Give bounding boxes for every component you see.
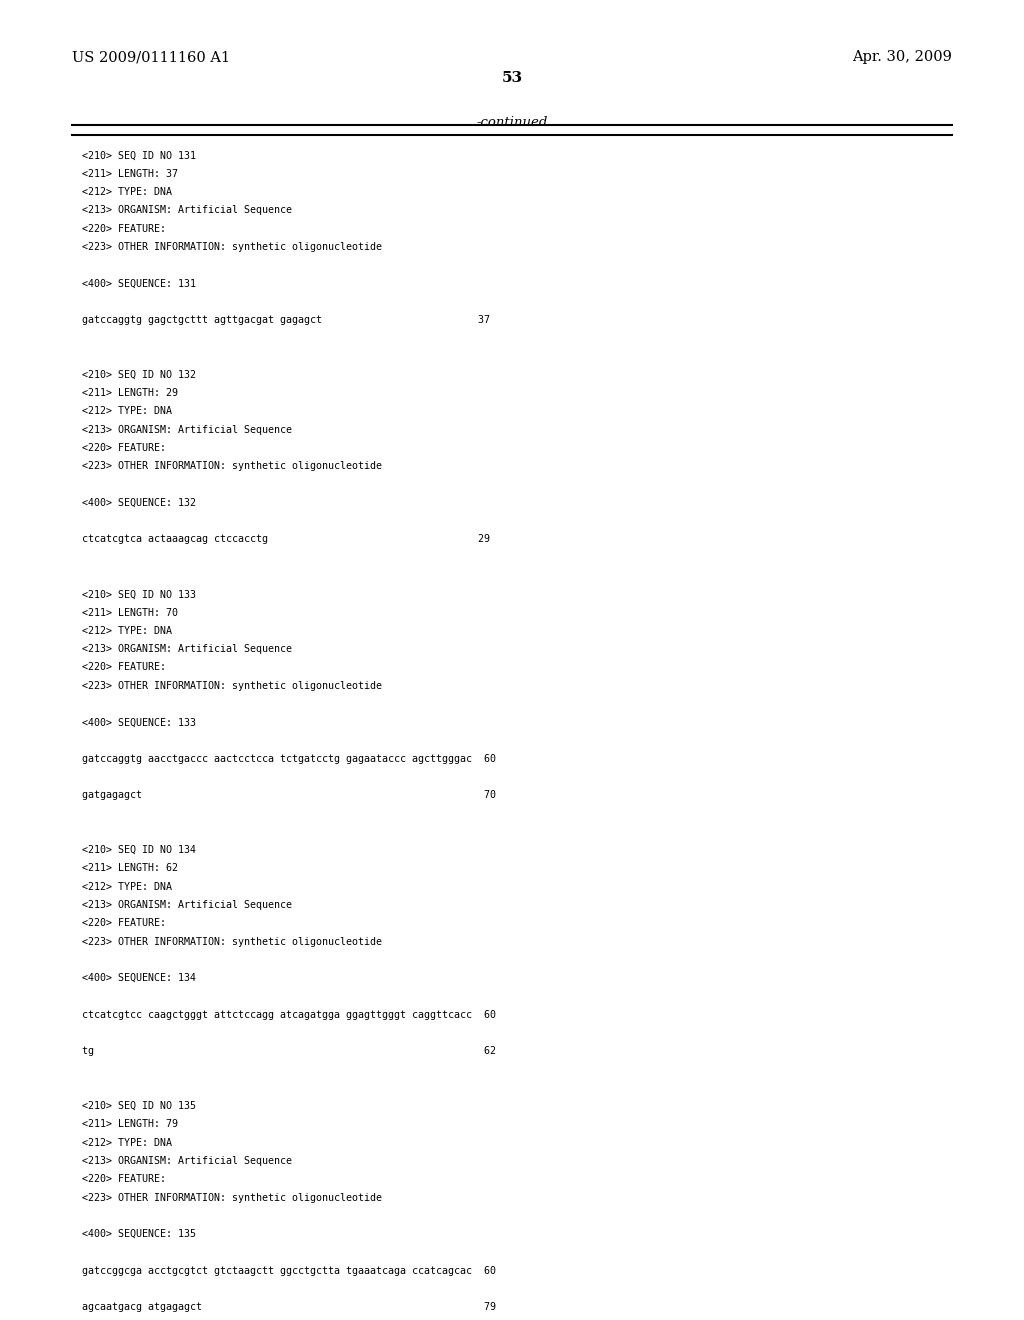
Text: <220> FEATURE:: <220> FEATURE: — [82, 919, 166, 928]
Text: ctcatcgtca actaaagcag ctccacctg                                   29: ctcatcgtca actaaagcag ctccacctg 29 — [82, 535, 489, 544]
Text: <223> OTHER INFORMATION: synthetic oligonucleotide: <223> OTHER INFORMATION: synthetic oligo… — [82, 242, 382, 252]
Text: US 2009/0111160 A1: US 2009/0111160 A1 — [72, 50, 229, 65]
Text: <223> OTHER INFORMATION: synthetic oligonucleotide: <223> OTHER INFORMATION: synthetic oligo… — [82, 1192, 382, 1203]
Text: Apr. 30, 2009: Apr. 30, 2009 — [852, 50, 952, 65]
Text: <400> SEQUENCE: 131: <400> SEQUENCE: 131 — [82, 279, 196, 289]
Text: <400> SEQUENCE: 132: <400> SEQUENCE: 132 — [82, 498, 196, 508]
Text: <210> SEQ ID NO 135: <210> SEQ ID NO 135 — [82, 1101, 196, 1111]
Text: <220> FEATURE:: <220> FEATURE: — [82, 663, 166, 672]
Text: tg                                                                 62: tg 62 — [82, 1047, 496, 1056]
Text: <210> SEQ ID NO 133: <210> SEQ ID NO 133 — [82, 589, 196, 599]
Text: ctcatcgtcc caagctgggt attctccagg atcagatgga ggagttgggt caggttcacc  60: ctcatcgtcc caagctgggt attctccagg atcagat… — [82, 1010, 496, 1020]
Text: <400> SEQUENCE: 135: <400> SEQUENCE: 135 — [82, 1229, 196, 1239]
Text: agcaatgacg atgagagct                                               79: agcaatgacg atgagagct 79 — [82, 1303, 496, 1312]
Text: <223> OTHER INFORMATION: synthetic oligonucleotide: <223> OTHER INFORMATION: synthetic oligo… — [82, 937, 382, 946]
Text: <212> TYPE: DNA: <212> TYPE: DNA — [82, 1138, 172, 1147]
Text: 53: 53 — [502, 71, 522, 86]
Text: <212> TYPE: DNA: <212> TYPE: DNA — [82, 187, 172, 197]
Text: <211> LENGTH: 79: <211> LENGTH: 79 — [82, 1119, 178, 1130]
Text: <211> LENGTH: 70: <211> LENGTH: 70 — [82, 607, 178, 618]
Text: <400> SEQUENCE: 134: <400> SEQUENCE: 134 — [82, 973, 196, 983]
Text: <213> ORGANISM: Artificial Sequence: <213> ORGANISM: Artificial Sequence — [82, 206, 292, 215]
Text: <210> SEQ ID NO 131: <210> SEQ ID NO 131 — [82, 150, 196, 161]
Text: <220> FEATURE:: <220> FEATURE: — [82, 1175, 166, 1184]
Text: <220> FEATURE:: <220> FEATURE: — [82, 223, 166, 234]
Text: <213> ORGANISM: Artificial Sequence: <213> ORGANISM: Artificial Sequence — [82, 644, 292, 655]
Text: <212> TYPE: DNA: <212> TYPE: DNA — [82, 882, 172, 892]
Text: <211> LENGTH: 29: <211> LENGTH: 29 — [82, 388, 178, 399]
Text: <400> SEQUENCE: 133: <400> SEQUENCE: 133 — [82, 717, 196, 727]
Text: <210> SEQ ID NO 132: <210> SEQ ID NO 132 — [82, 370, 196, 380]
Text: gatccaggtg gagctgcttt agttgacgat gagagct                          37: gatccaggtg gagctgcttt agttgacgat gagagct… — [82, 315, 489, 325]
Text: <210> SEQ ID NO 134: <210> SEQ ID NO 134 — [82, 845, 196, 855]
Text: <223> OTHER INFORMATION: synthetic oligonucleotide: <223> OTHER INFORMATION: synthetic oligo… — [82, 681, 382, 690]
Text: <211> LENGTH: 62: <211> LENGTH: 62 — [82, 863, 178, 874]
Text: <212> TYPE: DNA: <212> TYPE: DNA — [82, 626, 172, 636]
Text: -continued: -continued — [476, 116, 548, 129]
Text: <213> ORGANISM: Artificial Sequence: <213> ORGANISM: Artificial Sequence — [82, 425, 292, 434]
Text: <213> ORGANISM: Artificial Sequence: <213> ORGANISM: Artificial Sequence — [82, 900, 292, 909]
Text: gatccaggtg aacctgaccc aactcctcca tctgatcctg gagaataccc agcttgggac  60: gatccaggtg aacctgaccc aactcctcca tctgatc… — [82, 754, 496, 764]
Text: <213> ORGANISM: Artificial Sequence: <213> ORGANISM: Artificial Sequence — [82, 1156, 292, 1166]
Text: <220> FEATURE:: <220> FEATURE: — [82, 444, 166, 453]
Text: gatccggcga acctgcgtct gtctaagctt ggcctgctta tgaaatcaga ccatcagcac  60: gatccggcga acctgcgtct gtctaagctt ggcctgc… — [82, 1266, 496, 1275]
Text: <211> LENGTH: 37: <211> LENGTH: 37 — [82, 169, 178, 178]
Text: <212> TYPE: DNA: <212> TYPE: DNA — [82, 407, 172, 416]
Text: gatgagagct                                                         70: gatgagagct 70 — [82, 791, 496, 800]
Text: <223> OTHER INFORMATION: synthetic oligonucleotide: <223> OTHER INFORMATION: synthetic oligo… — [82, 461, 382, 471]
